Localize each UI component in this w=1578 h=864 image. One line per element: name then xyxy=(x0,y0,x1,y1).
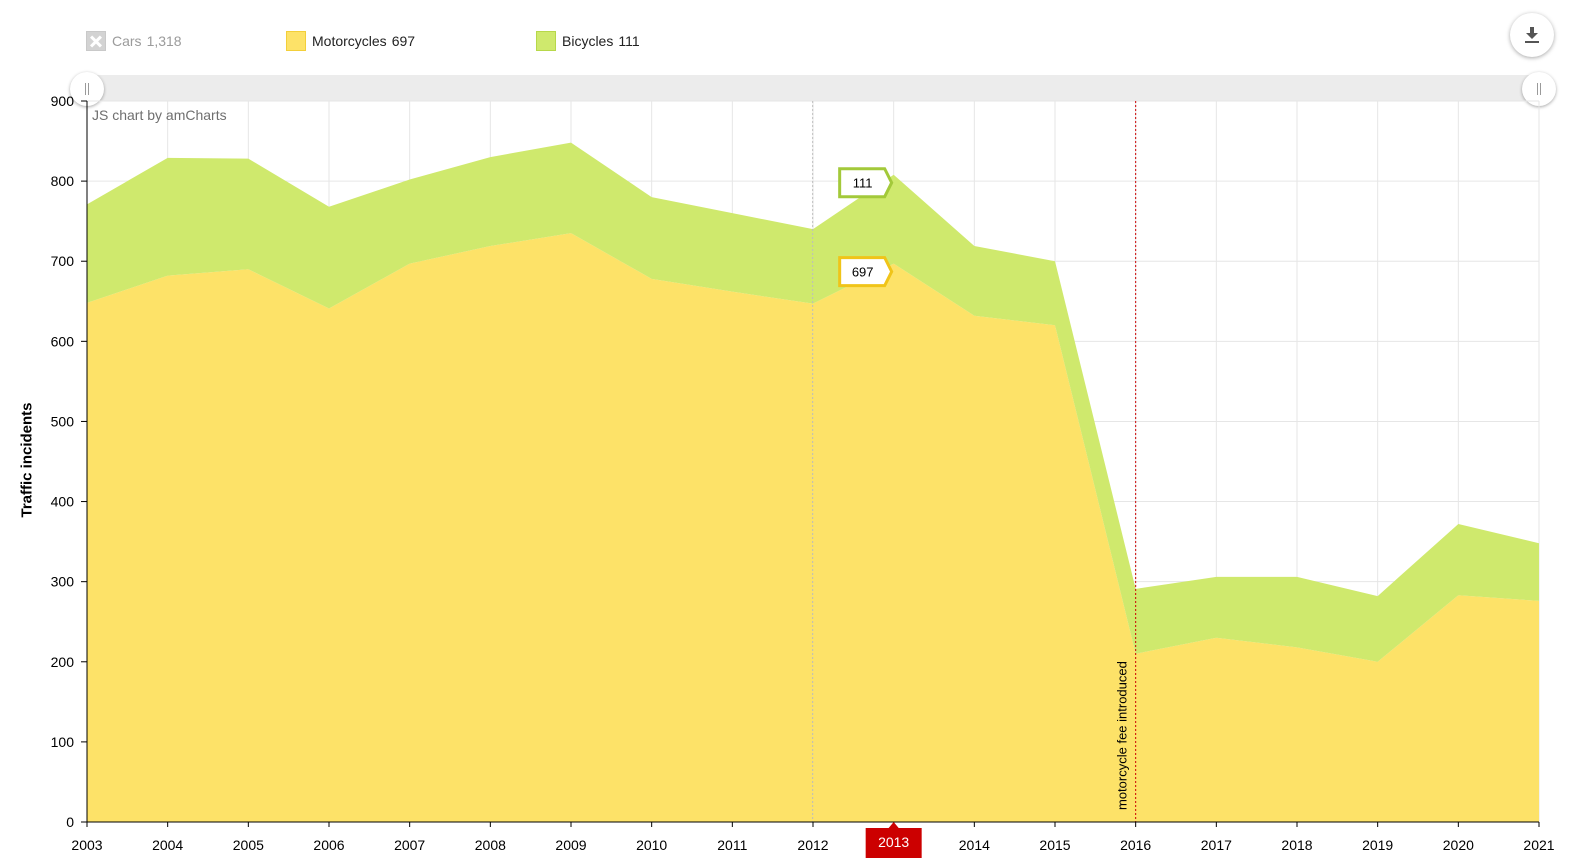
legend-item-cars[interactable]: Cars 1,318 xyxy=(86,28,182,54)
legend-value-cars: 1,318 xyxy=(146,33,182,49)
export-menu-button[interactable] xyxy=(1510,13,1554,57)
value-balloon-bg xyxy=(838,167,894,199)
series-motorcycles-area xyxy=(87,233,1539,822)
x-tick-label: 2008 xyxy=(475,837,506,853)
legend-label-cars: Cars xyxy=(112,33,142,49)
value-balloon-label: 111 xyxy=(853,176,873,191)
y-tick-label: 100 xyxy=(51,734,75,750)
value-balloon-motorcycles: 697 xyxy=(838,256,894,288)
legend-value-bicycles: 111 xyxy=(618,33,640,49)
y-tick-label: 400 xyxy=(51,494,75,510)
x-tick-label: 2019 xyxy=(1362,837,1393,853)
y-tick-label: 900 xyxy=(51,93,75,109)
x-tick-label: 2010 xyxy=(636,837,667,853)
guide-label: motorcycle fee introduced xyxy=(1115,661,1130,810)
y-tick-label: 500 xyxy=(51,413,75,429)
cursor-category-label: 2013 xyxy=(878,834,909,850)
cursor-balloon-bg xyxy=(865,828,922,858)
x-tick-label: 2006 xyxy=(313,837,344,853)
scrollbar-start-grip[interactable] xyxy=(70,72,104,106)
legend: Cars 1,318 Motorcycles 697 Bicycles 111 xyxy=(0,28,1578,54)
x-tick-label: 2003 xyxy=(71,837,102,853)
x-tick-label: 2017 xyxy=(1201,837,1232,853)
cursor-category-balloon: 2013 xyxy=(865,822,922,858)
legend-value-motorcycles: 697 xyxy=(391,33,416,49)
y-tick-label: 600 xyxy=(51,333,75,349)
x-tick-label: 2012 xyxy=(797,837,828,853)
legend-item-bicycles[interactable]: Bicycles 111 xyxy=(536,28,640,54)
legend-label-bicycles: Bicycles xyxy=(562,33,614,49)
x-tick-label: 2021 xyxy=(1523,837,1554,853)
legend-label-motorcycles: Motorcycles xyxy=(312,33,387,49)
x-tick-label: 2004 xyxy=(152,837,183,853)
value-balloon-bg xyxy=(838,256,894,288)
scrollbar-end-grip[interactable] xyxy=(1522,72,1556,106)
value-balloon-bicycles: 111 xyxy=(838,167,894,199)
value-balloon-label: 697 xyxy=(852,265,874,280)
download-icon xyxy=(1525,27,1539,43)
y-axis-title: Traffic incidents xyxy=(18,402,36,518)
chart-scrollbar[interactable] xyxy=(87,75,1539,101)
cursor-balloon-pointer xyxy=(888,822,899,828)
x-tick-label: 2016 xyxy=(1120,837,1151,853)
x-tick-label: 2005 xyxy=(233,837,264,853)
x-tick-label: 2015 xyxy=(1039,837,1070,853)
x-tick-label: 2009 xyxy=(555,837,586,853)
y-tick-label: 200 xyxy=(51,654,75,670)
legend-marker-hidden-icon xyxy=(86,31,106,51)
y-tick-label: 800 xyxy=(51,173,75,189)
y-tick-label: 0 xyxy=(66,814,74,830)
legend-marker-bicycles xyxy=(536,31,556,51)
y-tick-label: 300 xyxy=(51,574,75,590)
legend-item-motorcycles[interactable]: Motorcycles 697 xyxy=(286,28,415,54)
x-tick-label: 2018 xyxy=(1281,837,1312,853)
x-tick-label: 2011 xyxy=(717,837,747,853)
legend-marker-motorcycles xyxy=(286,31,306,51)
x-tick-label: 2007 xyxy=(394,837,425,853)
x-tick-label: 2020 xyxy=(1443,837,1474,853)
amcharts-credit-link[interactable]: JS chart by amCharts xyxy=(92,107,227,123)
area-motorcycles xyxy=(87,233,1539,822)
x-tick-label: 2014 xyxy=(959,837,990,853)
y-tick-label: 700 xyxy=(51,253,75,269)
